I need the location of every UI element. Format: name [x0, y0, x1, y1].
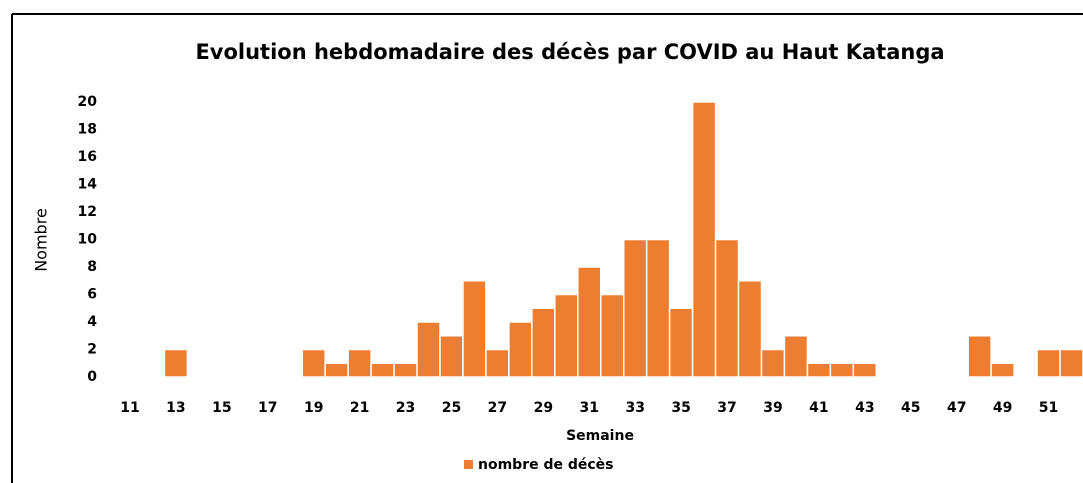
- bar: [531, 307, 556, 378]
- x-tick-label: 23: [396, 400, 415, 416]
- x-tick-label: 29: [534, 400, 553, 416]
- bar: [439, 335, 464, 378]
- x-tick-label: 51: [1039, 400, 1058, 416]
- x-tick-label: 19: [304, 400, 323, 416]
- bar: [829, 362, 855, 378]
- y-tick-label: 12: [78, 204, 97, 220]
- y-tick-label: 20: [78, 94, 98, 110]
- bar: [600, 293, 625, 378]
- y-tick-label: 16: [78, 149, 97, 165]
- x-tick-label: 31: [580, 400, 599, 416]
- bar: [668, 307, 694, 378]
- legend-swatch: [464, 460, 473, 469]
- x-axis-label: Semaine: [566, 428, 634, 444]
- x-tick-label: 41: [809, 400, 828, 416]
- x-tick-label: 43: [855, 400, 874, 416]
- bar: [714, 238, 740, 378]
- bar: [462, 280, 487, 378]
- bar: [508, 321, 533, 378]
- x-tick-label: 33: [625, 400, 644, 416]
- x-tick-label: 39: [763, 400, 782, 416]
- x-tick-label: 45: [901, 400, 920, 416]
- bar: [163, 348, 189, 378]
- bar: [691, 101, 717, 378]
- chart-title: Evolution hebdomadaire des décès par COV…: [195, 40, 945, 64]
- bar: [1059, 348, 1083, 378]
- y-tick-label: 18: [78, 122, 97, 138]
- y-tick-label: 0: [87, 369, 97, 385]
- bar: [806, 362, 832, 378]
- bar: [554, 293, 579, 378]
- bar: [485, 348, 510, 378]
- bar: [645, 238, 671, 378]
- x-tick-label: 11: [120, 400, 139, 416]
- y-tick-label: 6: [87, 287, 97, 303]
- x-tick-label: 15: [212, 400, 231, 416]
- bar: [577, 266, 602, 378]
- x-tick-label: 21: [350, 400, 369, 416]
- y-tick-label: 14: [78, 177, 98, 193]
- x-tick-label: 17: [258, 400, 277, 416]
- bar: [324, 362, 349, 378]
- bar: [783, 335, 809, 378]
- bar: [737, 280, 763, 378]
- x-tick-label: 25: [442, 400, 461, 416]
- bar: [347, 348, 372, 378]
- x-tick-label: 27: [488, 400, 507, 416]
- x-tick-label: 35: [671, 400, 690, 416]
- legend-label: nombre de décès: [478, 457, 614, 473]
- bar: [416, 321, 441, 378]
- x-tick-label: 47: [947, 400, 966, 416]
- bar: [1036, 348, 1061, 378]
- y-tick-label: 8: [87, 259, 97, 275]
- x-tick-label: 49: [993, 400, 1012, 416]
- bar: [852, 362, 878, 378]
- bar: [393, 362, 418, 378]
- x-tick-label: 37: [717, 400, 736, 416]
- bar: [370, 362, 395, 378]
- bar: [990, 362, 1015, 378]
- bar: [760, 348, 786, 378]
- y-tick-label: 10: [78, 232, 98, 248]
- x-tick-label: 13: [166, 400, 185, 416]
- y-tick-label: 2: [87, 342, 97, 358]
- bar: [301, 348, 326, 378]
- bar: [967, 335, 992, 378]
- y-axis-label: Nombre: [32, 208, 51, 272]
- bar: [622, 238, 648, 378]
- y-tick-label: 4: [87, 314, 97, 330]
